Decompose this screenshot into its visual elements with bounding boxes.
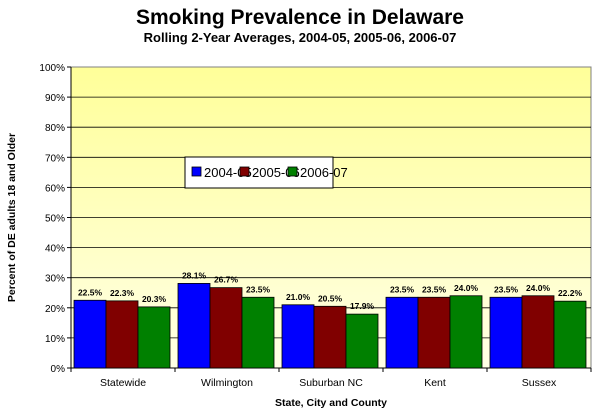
legend-label: 2006-07 — [300, 165, 348, 180]
y-tick-label: 100% — [39, 63, 65, 74]
data-label: 20.3% — [142, 294, 167, 304]
y-tick-label: 30% — [45, 274, 65, 285]
y-tick-label: 80% — [45, 123, 65, 134]
bar-2005-06 — [521, 295, 555, 369]
legend-swatch — [239, 166, 250, 177]
legend-swatch — [287, 166, 298, 177]
data-label: 24.0% — [526, 283, 551, 293]
bar-2006-07 — [553, 300, 587, 369]
bar-2005-06 — [105, 300, 139, 369]
bar-2005-06 — [209, 287, 243, 369]
y-axis-title: Percent of DE adults 18 and Older — [6, 133, 18, 302]
data-label: 28.1% — [182, 270, 207, 280]
data-label: 22.3% — [110, 288, 135, 298]
y-tick-label: 70% — [45, 153, 65, 164]
data-label: 21.0% — [286, 292, 311, 302]
x-tick-label: Suburban NC — [299, 377, 363, 389]
x-tick-label: Sussex — [522, 377, 557, 389]
bar-2005-06 — [417, 296, 451, 369]
data-label: 23.5% — [390, 284, 415, 294]
data-label: 23.5% — [494, 284, 519, 294]
bar-2006-07 — [241, 296, 275, 369]
bar-2006-07 — [345, 313, 379, 369]
y-tick-label: 20% — [45, 304, 65, 315]
bar-2004-05 — [385, 296, 419, 369]
y-tick-label: 0% — [51, 364, 66, 375]
data-label: 20.5% — [318, 293, 343, 303]
y-tick-label: 50% — [45, 214, 65, 225]
data-label: 17.9% — [350, 301, 375, 311]
legend-swatch — [191, 166, 202, 177]
x-tick-label: Statewide — [100, 377, 146, 389]
x-axis-title: State, City and County — [275, 397, 387, 409]
bar-2005-06 — [313, 305, 347, 369]
x-tick-label: Kent — [424, 377, 446, 389]
bar-2004-05 — [489, 296, 523, 369]
bar-2004-05 — [281, 304, 315, 369]
bar-2004-05 — [177, 283, 211, 369]
chart-subtitle: Rolling 2-Year Averages, 2004-05, 2005-0… — [143, 30, 457, 45]
data-label: 22.2% — [558, 288, 583, 298]
x-tick-label: Wilmington — [201, 377, 253, 389]
y-tick-label: 90% — [45, 93, 65, 104]
y-tick-label: 10% — [45, 334, 65, 345]
data-label: 22.5% — [78, 287, 103, 297]
data-label: 23.5% — [422, 284, 447, 294]
bar-2006-07 — [137, 306, 171, 369]
legend — [184, 156, 334, 189]
data-label: 26.7% — [214, 275, 239, 285]
chart-title: Smoking Prevalence in Delaware — [136, 6, 464, 29]
data-label: 24.0% — [454, 283, 479, 293]
bar-2004-05 — [73, 299, 107, 369]
bar-2006-07 — [449, 295, 483, 369]
y-tick-label: 60% — [45, 183, 65, 194]
y-tick-label: 40% — [45, 244, 65, 255]
data-label: 23.5% — [246, 284, 271, 294]
